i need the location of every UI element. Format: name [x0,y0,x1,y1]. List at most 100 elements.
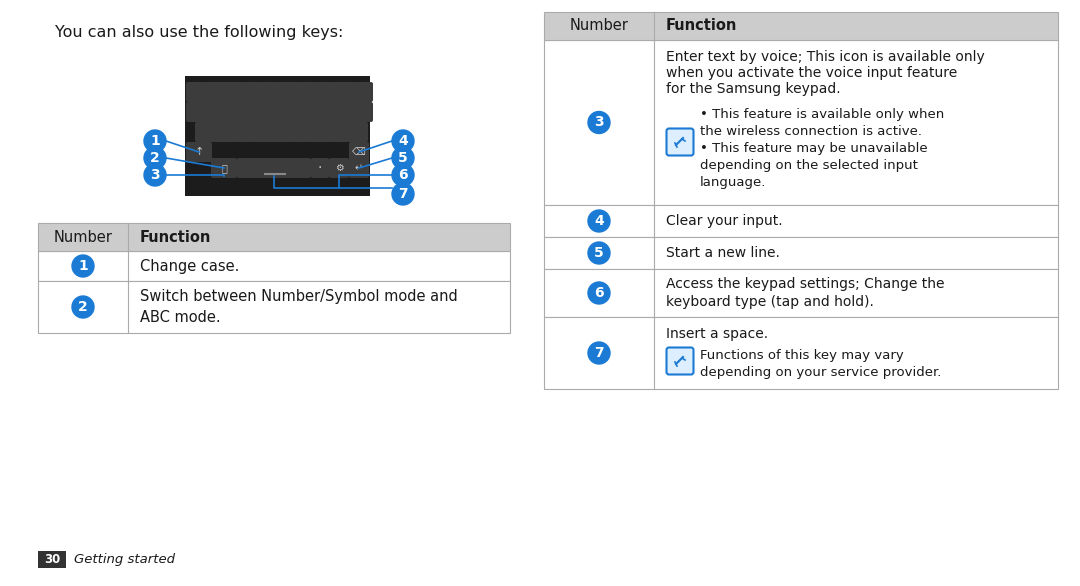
Text: keyboard type (tap and hold).: keyboard type (tap and hold). [666,295,874,309]
Text: 6: 6 [399,168,408,182]
Text: 🎙: 🎙 [221,163,227,173]
Text: Functions of this key may vary
depending on your service provider.: Functions of this key may vary depending… [700,349,942,379]
Text: Number: Number [569,19,629,33]
FancyBboxPatch shape [204,82,225,102]
Bar [38,223,510,251]
Bar [38,251,510,281]
Circle shape [588,111,610,134]
Circle shape [392,130,414,152]
FancyBboxPatch shape [260,82,281,102]
Text: 3: 3 [150,168,160,182]
Text: 5: 5 [594,246,604,260]
FancyBboxPatch shape [291,122,311,142]
Bar [544,237,1058,269]
FancyBboxPatch shape [329,158,349,178]
Text: Access the keypad settings; Change the: Access the keypad settings; Change the [666,277,945,291]
FancyBboxPatch shape [204,102,225,122]
FancyBboxPatch shape [297,102,318,122]
FancyBboxPatch shape [315,102,336,122]
Bar [544,205,1058,237]
FancyBboxPatch shape [222,102,243,122]
Text: ↵: ↵ [355,163,363,173]
Text: You can also use the following keys:: You can also use the following keys: [55,25,343,39]
Text: • This feature is available only when
the wireless connection is active.: • This feature is available only when th… [700,108,944,138]
Text: when you activate the voice input feature: when you activate the voice input featur… [666,66,957,80]
FancyBboxPatch shape [260,102,281,122]
Text: 5: 5 [399,151,408,165]
FancyBboxPatch shape [279,82,299,102]
Circle shape [144,147,166,169]
Text: 4: 4 [594,214,604,228]
Bar [38,281,510,333]
Text: for the Samsung keypad.: for the Samsung keypad. [666,82,840,96]
FancyBboxPatch shape [195,122,216,142]
FancyBboxPatch shape [309,122,330,142]
Circle shape [588,342,610,364]
Bar [38,551,66,568]
Circle shape [588,282,610,304]
FancyBboxPatch shape [242,102,262,122]
Text: Function: Function [666,19,738,33]
Text: Start a new line.: Start a new line. [666,246,780,260]
Text: 2: 2 [150,151,160,165]
Circle shape [392,183,414,205]
Text: Clear your input.: Clear your input. [666,214,783,228]
Text: 2: 2 [78,300,87,314]
FancyBboxPatch shape [334,82,354,102]
Text: Switch between Number/Symbol mode and: Switch between Number/Symbol mode and [140,289,458,305]
FancyBboxPatch shape [242,82,262,102]
Circle shape [72,255,94,277]
FancyBboxPatch shape [271,122,292,142]
FancyBboxPatch shape [233,122,254,142]
Text: ABC mode.: ABC mode. [140,309,220,325]
Text: Function: Function [140,230,212,244]
FancyBboxPatch shape [186,82,206,102]
FancyBboxPatch shape [222,82,243,102]
Text: ·: · [318,161,322,175]
Text: 3: 3 [594,115,604,130]
Text: 1: 1 [150,134,160,148]
Text: 6: 6 [594,286,604,300]
FancyBboxPatch shape [666,128,693,155]
FancyBboxPatch shape [315,82,336,102]
FancyBboxPatch shape [328,122,349,142]
Text: Enter text by voice; This icon is available only: Enter text by voice; This icon is availa… [666,50,985,64]
FancyBboxPatch shape [347,122,368,142]
Text: ↑: ↑ [194,147,204,157]
Text: 7: 7 [594,346,604,360]
FancyBboxPatch shape [214,122,235,142]
Text: Getting started: Getting started [75,553,175,566]
FancyBboxPatch shape [211,158,237,178]
Circle shape [392,164,414,186]
FancyBboxPatch shape [186,142,212,162]
FancyBboxPatch shape [186,102,206,122]
Text: 30: 30 [44,553,60,566]
Bar [544,12,1058,40]
Circle shape [392,147,414,169]
Bar [544,317,1058,389]
FancyBboxPatch shape [252,122,273,142]
Text: ⌫: ⌫ [352,147,366,157]
FancyBboxPatch shape [352,82,373,102]
FancyBboxPatch shape [349,142,369,162]
Text: Number: Number [54,230,112,244]
Circle shape [588,210,610,232]
FancyBboxPatch shape [349,158,369,178]
Text: Insert a space.: Insert a space. [666,327,768,341]
Circle shape [144,164,166,186]
FancyBboxPatch shape [311,158,329,178]
Circle shape [144,130,166,152]
Bar [544,40,1058,205]
Text: ⚙: ⚙ [335,163,343,173]
FancyBboxPatch shape [279,102,299,122]
FancyBboxPatch shape [666,347,693,374]
FancyBboxPatch shape [297,82,318,102]
Circle shape [72,296,94,318]
FancyBboxPatch shape [185,76,370,196]
Text: 7: 7 [399,187,408,201]
Circle shape [588,242,610,264]
FancyBboxPatch shape [237,158,311,178]
FancyBboxPatch shape [352,102,373,122]
Text: • This feature may be unavailable
depending on the selected input
language.: • This feature may be unavailable depend… [700,142,928,189]
Text: Change case.: Change case. [140,258,240,274]
